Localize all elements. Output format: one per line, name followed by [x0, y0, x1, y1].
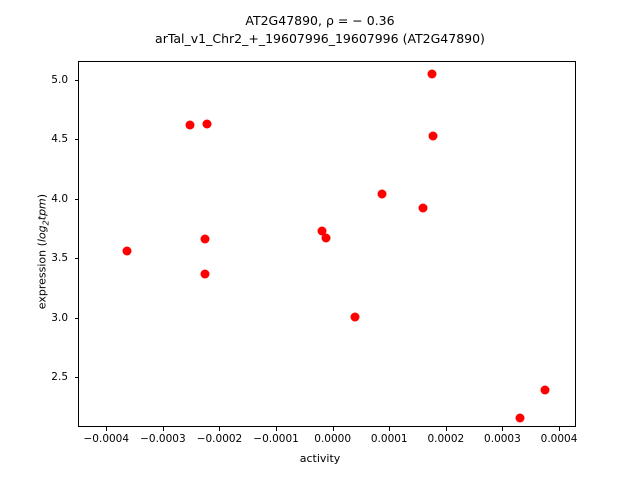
data-point — [200, 269, 210, 279]
x-tick-mark — [106, 427, 108, 431]
x-tick-mark — [389, 427, 391, 431]
figure-title: AT2G47890, ρ = − 0.36 arTal_v1_Chr2_+_19… — [0, 12, 640, 48]
y-tick-label: 3.0 — [51, 311, 68, 324]
x-tick-mark — [162, 427, 164, 431]
x-tick-label: −0.0002 — [196, 433, 243, 445]
y-tick-label: 4.5 — [51, 133, 68, 146]
y-tick-label: 2.5 — [51, 371, 68, 384]
y-tick-mark — [74, 198, 78, 200]
y-axis-label-text: expression (log2tpm) — [35, 193, 51, 310]
x-tick-mark — [332, 427, 334, 431]
data-point — [321, 233, 331, 243]
y-tick-mark — [74, 258, 78, 260]
data-point — [350, 312, 360, 322]
data-point — [515, 413, 525, 423]
x-tick-mark — [445, 427, 447, 431]
data-point — [418, 203, 427, 213]
data-point — [122, 246, 132, 256]
data-point — [317, 226, 327, 236]
x-tick-label: 0.0001 — [370, 433, 408, 445]
data-points-layer — [79, 62, 575, 426]
x-tick-label: −0.0003 — [140, 433, 186, 445]
plot-area-frame — [78, 61, 576, 427]
data-point — [428, 131, 438, 141]
x-tick-label: 0.0004 — [540, 433, 578, 445]
x-tick-mark — [502, 427, 504, 431]
data-point — [185, 120, 195, 130]
y-tick-label: 4.0 — [51, 192, 68, 205]
x-tick-label: 0.0000 — [314, 433, 352, 445]
x-tick-mark — [559, 427, 561, 431]
x-tick-mark — [276, 427, 278, 431]
y-tick-mark — [74, 80, 78, 81]
y-tick-mark — [74, 139, 78, 141]
y-tick-label: 5.0 — [51, 74, 68, 86]
y-axis-label: expression (log2tpm) — [35, 132, 50, 372]
y-tick-label: 3.5 — [51, 252, 68, 265]
data-point — [202, 119, 212, 129]
data-point — [200, 234, 210, 244]
x-tick-label: −0.0004 — [83, 433, 130, 445]
data-point — [377, 189, 387, 199]
x-axis-label: activity — [299, 452, 341, 465]
x-tick-label: 0.0002 — [427, 433, 465, 445]
data-point — [427, 69, 437, 79]
figure-title-line-1: AT2G47890, ρ = − 0.36 — [245, 13, 395, 28]
x-tick-label: 0.0003 — [484, 433, 521, 445]
figure-title-line-2: arTal_v1_Chr2_+_19607996_19607996 (AT2G4… — [155, 31, 485, 46]
y-tick-mark — [74, 317, 78, 319]
x-tick-label: −0.0001 — [253, 433, 299, 445]
y-tick-mark — [74, 377, 78, 379]
data-point — [540, 385, 550, 395]
x-tick-mark — [219, 427, 221, 431]
